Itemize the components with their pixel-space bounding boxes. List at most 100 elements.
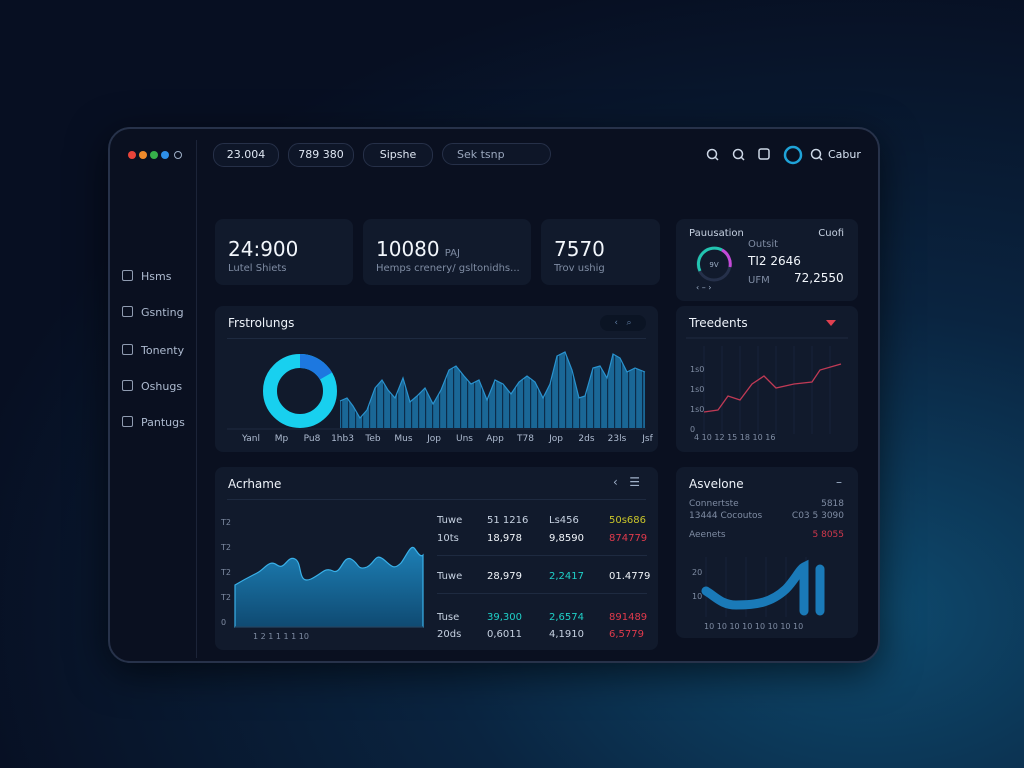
trend-line: [703, 363, 842, 413]
stat-card: 24:900 Lutel Shiets: [215, 219, 353, 285]
stat-row: 10080 PAJ: [376, 237, 460, 261]
row-label: Aeenets: [689, 530, 726, 540]
row-label: Connertste: [689, 499, 739, 509]
row-divider: [437, 555, 647, 556]
table-cell: 20ds: [437, 629, 462, 640]
table-cell: 0,6011: [487, 629, 522, 640]
x-label: Uns: [456, 434, 473, 444]
gauge-label: 9V: [709, 261, 718, 269]
y-axis: 10: [692, 592, 702, 601]
row-value: C03 5 3090: [791, 511, 844, 521]
bar-chart: Yanl Mp Pu8 1hb3 Teb Mus Jop Uns App T78 Jop 2ds 23l…: [227, 351, 654, 444]
gauge-nav[interactable]: ‹ – ›: [696, 283, 711, 292]
gauge-card: Pauusation Cuofi 9V ‹ – › Outsit TI2 264…: [676, 219, 858, 301]
panel-title: Asvelone: [689, 477, 744, 491]
table-panel: Acrhame ‹ ☰ 1 2 1 1 1 1 10 T2 T2 T2 T2 0 Tuw…: [215, 467, 658, 650]
row-divider: [437, 593, 647, 594]
x-label: Mus: [394, 434, 412, 444]
calendar-icon[interactable]: [758, 148, 770, 160]
y-label: T2: [220, 543, 231, 552]
gauge: 9V ‹ – ›: [696, 246, 732, 292]
gauge-arc: [696, 246, 723, 272]
table-cell: 50s686: [609, 515, 647, 526]
pill[interactable]: Sipshe: [363, 143, 433, 167]
table-cell: 6,5779: [609, 629, 644, 640]
nav-item[interactable]: Hsms: [122, 270, 171, 283]
nav-item[interactable]: Gsnting: [122, 306, 184, 319]
panel-nav[interactable]: ‹ ☰: [613, 475, 640, 489]
pill[interactable]: 23.004: [213, 143, 279, 167]
x-label: App: [486, 434, 504, 444]
bar-silhouette: [340, 352, 645, 428]
y-label: T2: [220, 518, 231, 527]
table-cell: 51 1216: [487, 515, 529, 526]
side-curve: [701, 559, 809, 616]
row-value: 5818: [821, 499, 844, 509]
y-label: 0: [690, 425, 695, 434]
stat-value: 7570: [554, 237, 605, 261]
table-cell: 39,300: [487, 612, 522, 623]
window-dots: [128, 151, 182, 159]
bar-panel: Frstrolungs ‹ ⌕ Yanl Mp Pu8 1hb3 Teb Mus Jop Un…: [215, 306, 658, 452]
x-label: 2ds: [578, 434, 594, 444]
pill[interactable]: 789 380: [288, 143, 354, 167]
stat-label: Hemps crenery/ gsltonidhs...: [376, 263, 520, 274]
trend-panel: Treedents 4 10 12 15 18 10 16 1s0 1s0 1s0 0: [676, 306, 858, 452]
stat-value: 10080: [376, 237, 440, 261]
card-action[interactable]: Cuofi: [818, 228, 844, 239]
x-axis: 1 2 1 1 1 1 10: [253, 632, 309, 641]
table-cell: 28,979: [487, 571, 522, 582]
search-box[interactable]: Sek tsnp: [442, 143, 551, 165]
y-label: T2: [220, 568, 231, 577]
x-label: 1hb3: [331, 434, 354, 444]
row-value: 5 8055: [812, 530, 845, 540]
toolbar-icons: [706, 145, 803, 165]
nav-item[interactable]: Tonenty: [122, 344, 184, 357]
dropdown-icon[interactable]: [826, 320, 836, 326]
panel-menu[interactable]: –: [836, 475, 842, 489]
nav-icon: [122, 380, 133, 391]
table-cell: Tuwe: [437, 515, 463, 526]
table-cell: 891489: [609, 612, 648, 623]
nav-icon: [122, 416, 133, 427]
dot: [128, 151, 136, 159]
stat-value: 24:900: [228, 237, 299, 261]
nav-label: Pantugs: [141, 416, 185, 429]
stat-unit: PAJ: [444, 248, 460, 259]
avatar[interactable]: [783, 145, 803, 165]
user-name[interactable]: Cabur: [828, 148, 861, 161]
nav-item[interactable]: Pantugs: [122, 416, 185, 429]
x-label: Pu8: [304, 434, 321, 444]
trend-chart: 4 10 12 15 18 10 16 1s0 1s0 1s0 0: [686, 320, 848, 442]
nav-label: Hsms: [141, 270, 172, 283]
row-label: Outsit: [748, 239, 779, 250]
nav-icon: [122, 344, 133, 355]
y-axis: 20: [692, 568, 702, 577]
table-cell: 2,2417: [549, 571, 584, 582]
y-label: 0: [221, 618, 226, 627]
table-cell: 2,6574: [549, 612, 584, 623]
dot: [161, 151, 169, 159]
area-chart: 1 2 1 1 1 1 10 T2 T2 T2 T2 0: [220, 518, 424, 641]
row-value: TI2 2646: [748, 254, 801, 268]
table-cell: 9,8590: [549, 533, 584, 544]
x-label: Teb: [364, 434, 381, 444]
x-label: Jop: [426, 434, 441, 444]
panel-title: Treedents: [689, 316, 748, 330]
x-label: Jop: [548, 434, 563, 444]
row-label: 13444 Cocoutos: [689, 511, 763, 521]
table-cell: Ls456: [549, 515, 579, 526]
panel-nav[interactable]: ‹ ⌕: [600, 315, 646, 331]
search-icon[interactable]: [732, 148, 745, 161]
search-icon[interactable]: [706, 148, 719, 161]
nav-item[interactable]: Oshugs: [122, 380, 182, 393]
donut-segment: [299, 353, 333, 380]
table-cell: Tuse: [437, 612, 460, 623]
nav-label: Tonenty: [141, 344, 185, 357]
stat-label: Trov ushig: [554, 263, 605, 274]
nav-icon: [122, 306, 133, 317]
gauge-arc: [721, 248, 732, 268]
nav-label: Gsnting: [141, 306, 184, 319]
search-icon[interactable]: [810, 148, 824, 162]
table-cell: 4,1910: [549, 629, 584, 640]
